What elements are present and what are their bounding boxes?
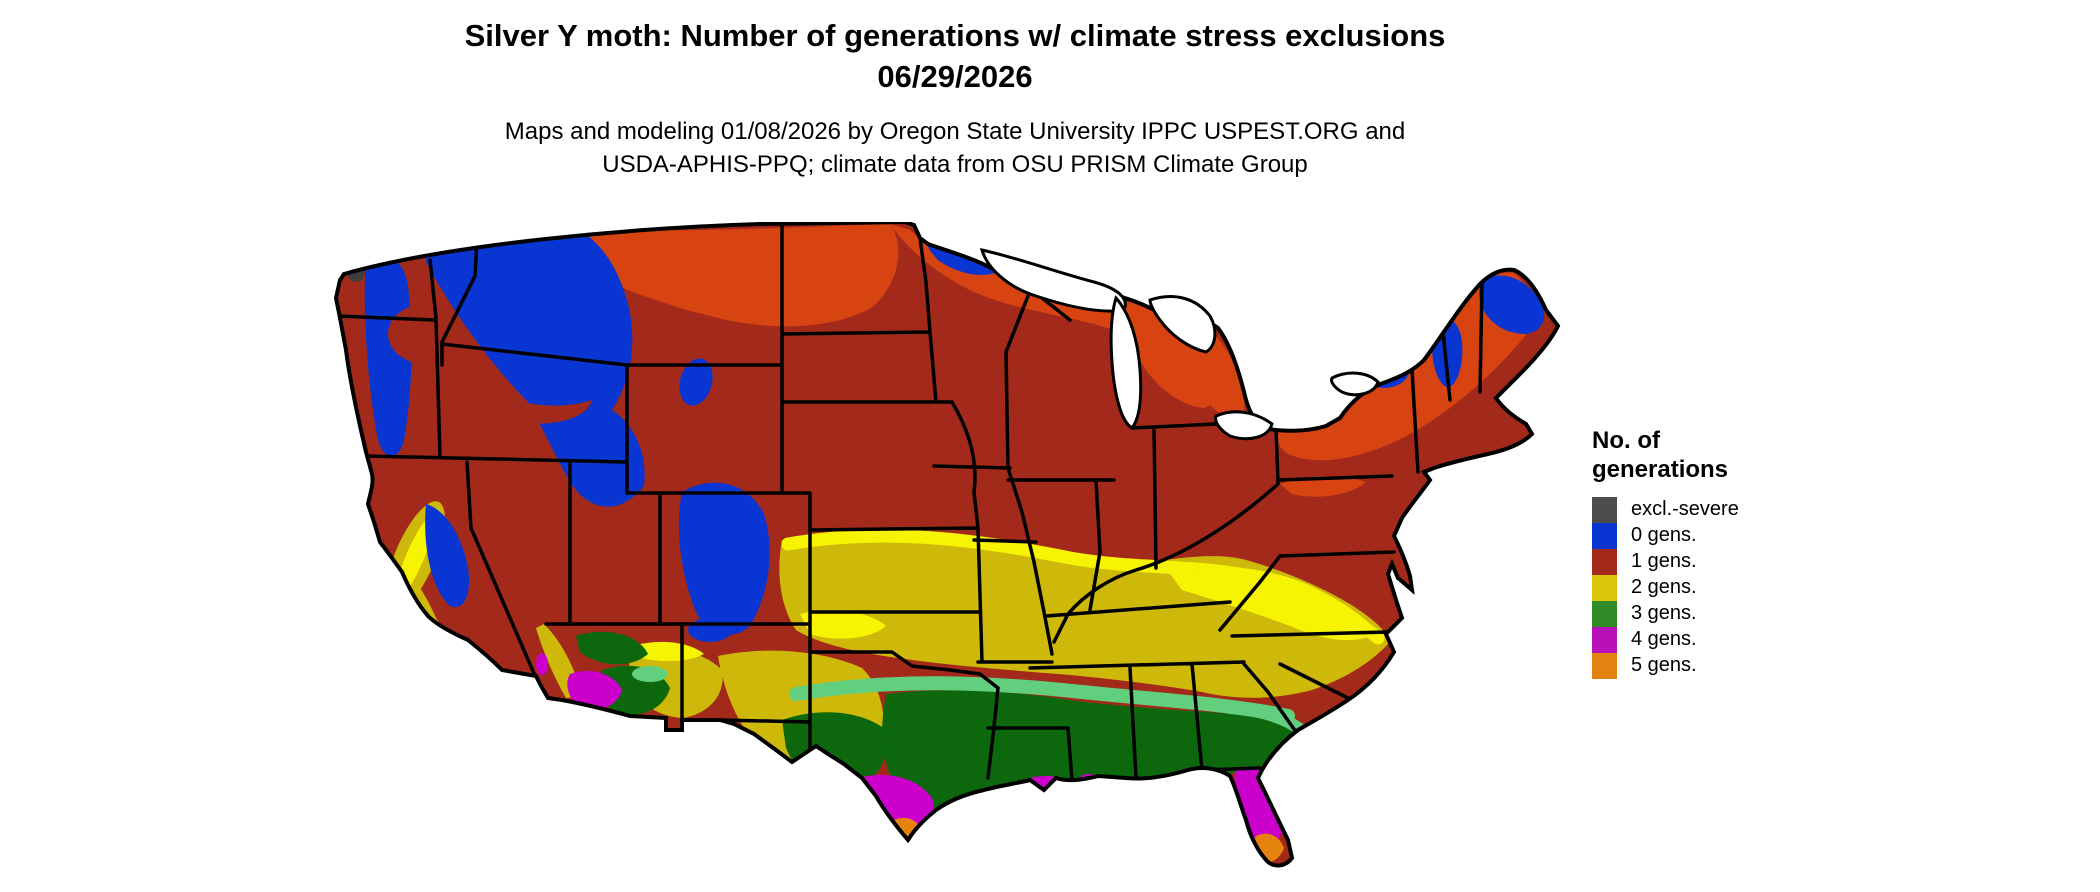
lake-huron — [1148, 295, 1217, 354]
legend-swatch — [1592, 522, 1617, 549]
legend-items: excl.-severe 0 gens. 1 gens. 2 gens. 3 gens.… — [1592, 496, 1912, 679]
page-title-date: 06/29/2026 — [877, 58, 1033, 94]
lake-michigan — [1109, 294, 1143, 430]
state-borders — [336, 222, 1484, 782]
map-header: Silver Y moth: Number of generations w/ … — [155, 18, 1755, 181]
legend-label: 0 gens. — [1631, 524, 1697, 547]
legend-item: 0 gens. — [1592, 522, 1912, 549]
region-yellow-texas-panhandle — [800, 610, 886, 639]
region-blue-sierra-nevada — [425, 504, 470, 608]
region-orange5-keys — [1293, 863, 1299, 866]
great-lakes — [979, 247, 1380, 441]
region-gold-channel-island — [468, 660, 474, 666]
legend-label: 5 gens. — [1631, 654, 1697, 677]
region-blue-maine — [1479, 275, 1545, 334]
legend-item: 2 gens. — [1592, 574, 1912, 601]
region-green-central-arizona — [576, 631, 648, 665]
region-orange5-keys — [1248, 874, 1253, 879]
subtitle-line-2: USDA-APHIS-PPQ; climate data from OSU PR… — [602, 151, 1308, 179]
legend-label: 1 gens. — [1631, 550, 1697, 573]
legend-label: 2 gens. — [1631, 576, 1697, 599]
page-title: Silver Y moth: Number of generations w/ … — [464, 18, 1446, 53]
region-blue-northern-rockies — [426, 222, 645, 507]
map-legend: No. of generations excl.-severe 0 gens. 1 … — [1592, 426, 1912, 679]
region-yellow-southwest-speck — [632, 641, 704, 661]
region-yellow-virginia-kentucky — [1170, 567, 1378, 641]
lake-erie — [1214, 410, 1274, 441]
region-blue-bighorns — [679, 358, 713, 406]
legend-item: 4 gens. — [1592, 626, 1912, 653]
lake-ontario — [1330, 371, 1380, 397]
legend-item: excl.-severe — [1592, 496, 1912, 523]
region-orange-michigan — [1130, 330, 1219, 408]
legend-title: No. of generations — [1592, 427, 1729, 484]
region-magenta-arizona — [567, 670, 622, 710]
region-red-columbia-basin — [388, 304, 464, 364]
map-subtitle: Maps and modeling 01/08/2026 by Oregon S… — [155, 115, 1755, 181]
legend-item: 5 gens. — [1592, 652, 1912, 679]
legend-swatch — [1592, 496, 1617, 523]
us-map-svg — [334, 220, 1560, 879]
region-orange5-keys — [1265, 871, 1271, 877]
region-orange-north-pennsylvania — [1280, 476, 1366, 497]
region-gold-channel-island — [445, 647, 451, 653]
region-blue-san-juans — [688, 618, 732, 642]
legend-item: 3 gens. — [1592, 600, 1912, 627]
region-gold-channel-island — [456, 654, 462, 660]
legend-item: 1 gens. — [1592, 548, 1912, 575]
legend-swatch — [1592, 574, 1617, 601]
legend-swatch — [1592, 652, 1617, 679]
legend-swatch — [1592, 626, 1617, 653]
region-mint-arizona — [632, 666, 668, 682]
subtitle-line-1: Maps and modeling 01/08/2026 by Oregon S… — [504, 118, 1406, 146]
legend-label: excl.-severe — [1631, 498, 1739, 521]
region-orange5-keys — [1279, 869, 1285, 875]
region-red-snake-plain — [470, 382, 592, 424]
region-blue-colorado-rockies — [678, 482, 770, 635]
us-generations-map — [330, 220, 1566, 888]
region-blue-cascades — [364, 254, 412, 456]
region-magenta-colorado-river — [536, 653, 548, 675]
legend-swatch — [1592, 600, 1617, 627]
legend-label: 3 gens. — [1631, 602, 1697, 625]
legend-swatch — [1592, 548, 1617, 575]
legend-label: 4 gens. — [1631, 628, 1697, 651]
